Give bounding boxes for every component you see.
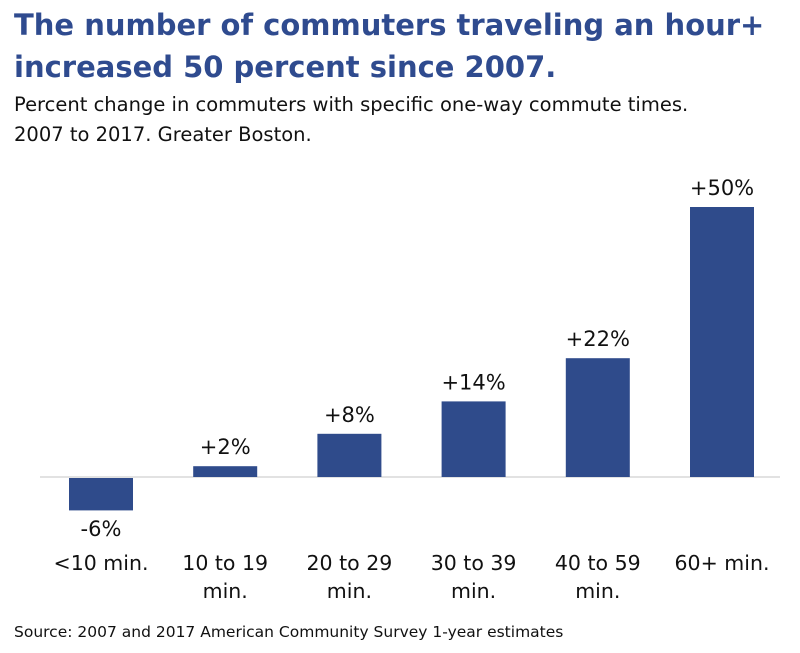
category-label: <10 min.	[54, 551, 149, 575]
data-label: +14%	[441, 370, 505, 394]
chart-title: The number of commuters traveling an hou…	[14, 4, 764, 88]
source-note: Source: 2007 and 2017 American Community…	[14, 623, 564, 641]
data-label: +8%	[324, 403, 375, 427]
title-line: increased 50 percent since 2007.	[14, 50, 557, 84]
data-label: +50%	[690, 176, 754, 200]
category-label: 20 to 29	[307, 551, 393, 575]
bar	[69, 478, 133, 511]
bar	[441, 401, 506, 477]
title-line: The number of commuters traveling an hou…	[14, 8, 765, 42]
subtitle-line: 2007 to 2017. Greater Boston.	[14, 123, 312, 146]
bar	[317, 433, 382, 477]
category-label: 60+ min.	[675, 551, 770, 575]
bar	[565, 358, 630, 477]
category-label: min.	[575, 579, 620, 603]
subtitle-line: Percent change in commuters with specifi…	[14, 93, 689, 116]
data-label: +22%	[566, 327, 630, 351]
category-label: 10 to 19	[182, 551, 268, 575]
category-label: 40 to 59	[555, 551, 641, 575]
chart-subtitle: Percent change in commuters with specifi…	[14, 90, 688, 150]
data-label: +2%	[200, 435, 251, 459]
category-label: min.	[327, 579, 372, 603]
category-label: min.	[203, 579, 248, 603]
data-label: -6%	[81, 517, 122, 541]
category-label: 30 to 39	[431, 551, 517, 575]
bar	[193, 466, 258, 477]
bar	[690, 207, 754, 477]
category-label: min.	[451, 579, 496, 603]
